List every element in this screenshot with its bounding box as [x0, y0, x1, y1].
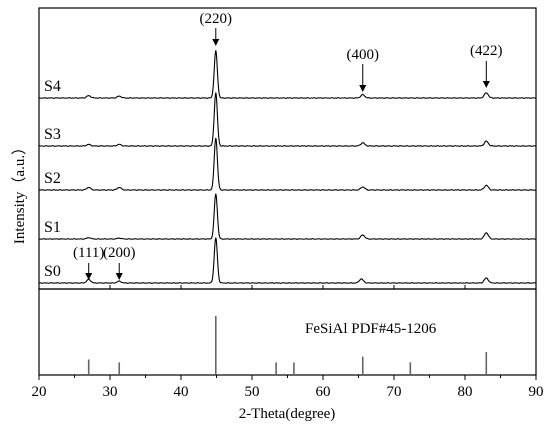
- annotation-arrow-head: [482, 81, 490, 88]
- annotation-422: (422): [470, 43, 503, 88]
- annotation-arrow-head: [85, 273, 93, 280]
- peak-annotations: (111)(200) (220) (400) (422): [73, 11, 503, 280]
- annotation-220: (220): [200, 11, 233, 46]
- annotation-arrow-head: [212, 39, 220, 46]
- series-label-s0: S0: [44, 263, 61, 280]
- trace-s2: [38, 137, 537, 191]
- reference-lines: [87, 316, 488, 374]
- series-label-s3: S3: [44, 126, 61, 143]
- trace-s3: [38, 92, 537, 147]
- diffraction-traces: [38, 50, 537, 284]
- x-tick-label: 50: [245, 384, 260, 400]
- x-tick-label: 60: [316, 384, 331, 400]
- x-axis-ticks: 20 30 40 50 60 70 80 90: [32, 285, 544, 400]
- annotation-label: (422): [470, 43, 503, 59]
- series-labels: S0 S1 S2 S3 S4: [44, 78, 61, 280]
- lower-plot-frame: [38, 288, 537, 376]
- series-label-s1: S1: [44, 219, 61, 236]
- x-tick-label: 20: [32, 384, 47, 400]
- trace-s1: [38, 193, 537, 240]
- annotation-arrow-head: [115, 273, 123, 280]
- annotation-label: (200): [103, 245, 136, 261]
- annotation-400: (400): [347, 47, 380, 92]
- axes-frames: [38, 7, 537, 376]
- series-label-s4: S4: [44, 78, 61, 95]
- x-tick-label: 30: [103, 384, 118, 400]
- x-tick-label: 80: [458, 384, 473, 400]
- annotation-arrow-head: [359, 85, 367, 92]
- annotation-111: (111): [73, 245, 104, 280]
- annotation-200: (200): [103, 245, 136, 280]
- annotation-label: (220): [200, 11, 233, 27]
- series-label-s2: S2: [44, 170, 61, 187]
- x-tick-label: 40: [174, 384, 189, 400]
- x-axis-label: 2-Theta(degree): [239, 406, 336, 422]
- trace-s4: [38, 50, 537, 99]
- x-tick-label: 90: [529, 384, 544, 400]
- y-axis-label: Intensity（a.u.）: [11, 140, 28, 244]
- annotation-label: (111): [73, 245, 104, 261]
- trace-s0: [38, 237, 537, 284]
- x-tick-label: 70: [387, 384, 402, 400]
- annotation-label: (400): [347, 47, 380, 63]
- reference-label: FeSiAl PDF#45-1206: [305, 321, 437, 337]
